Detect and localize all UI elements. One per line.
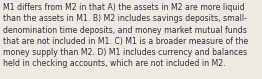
Text: M1 differs from M2 in that A) the assets in M2 are more liquid
than the assets i: M1 differs from M2 in that A) the assets…: [3, 3, 248, 68]
